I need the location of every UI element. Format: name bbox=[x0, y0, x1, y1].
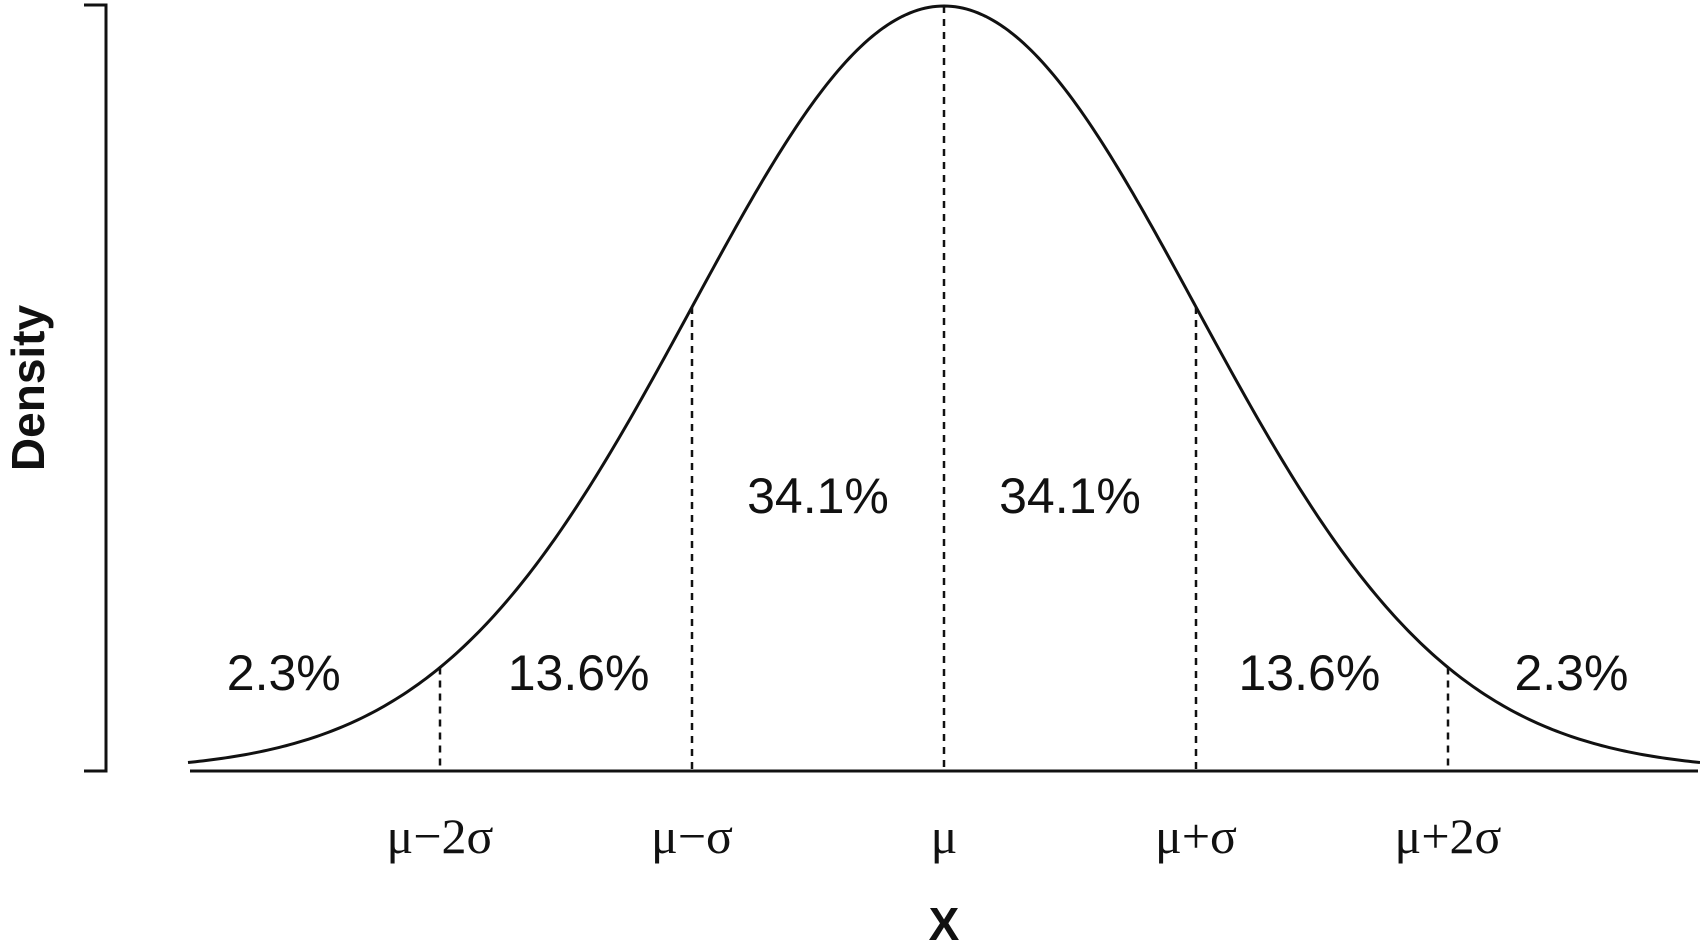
x-axis-title: X bbox=[929, 898, 960, 945]
x-tick-label: μ bbox=[931, 808, 958, 864]
region-labels: 2.3% 13.6% 34.1% 34.1% 13.6% 2.3% bbox=[227, 468, 1629, 701]
x-tick-labels: μ−2σ μ−σ μ μ+σ μ+2σ bbox=[387, 808, 1502, 864]
y-axis-bracket bbox=[84, 3, 108, 773]
region-percent-label: 13.6% bbox=[508, 645, 650, 701]
x-tick-label: μ+2σ bbox=[1395, 808, 1502, 864]
x-tick-label: μ−2σ bbox=[387, 808, 494, 864]
y-axis-title: Density bbox=[2, 305, 54, 472]
region-percent-label: 34.1% bbox=[999, 468, 1141, 524]
region-percent-label: 2.3% bbox=[1514, 645, 1628, 701]
sigma-lines bbox=[438, 6, 1450, 771]
axes bbox=[84, 3, 1698, 773]
region-percent-label: 34.1% bbox=[747, 468, 889, 524]
x-tick-label: μ−σ bbox=[651, 808, 733, 864]
region-percent-label: 2.3% bbox=[227, 645, 341, 701]
region-percent-label: 13.6% bbox=[1239, 645, 1381, 701]
x-tick-label: μ+σ bbox=[1155, 808, 1237, 864]
